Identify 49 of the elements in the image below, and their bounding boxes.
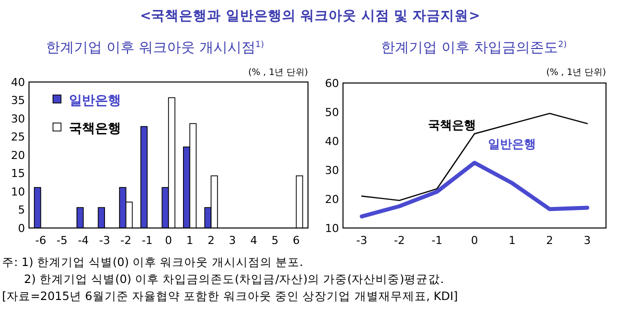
x-tick-label: -2 xyxy=(120,234,132,247)
y-tick-label: 10 xyxy=(11,185,25,198)
text: 2) 한계기업 식별(0) 이후 차입금의존도(차입금/자산)의 가중(자산비중)평균값. xyxy=(24,272,444,286)
line-series xyxy=(360,160,590,218)
x-tick-label: 2 xyxy=(546,234,554,247)
series-label: 일반은행 xyxy=(488,137,536,152)
x-tick-label: 5 xyxy=(271,234,278,247)
y-tick-label: 0 xyxy=(18,222,25,235)
y-tick-label: 40 xyxy=(11,76,25,89)
chart-subtitle: 한계기업 이후 워크아웃 개시시점$^{1)}$ xyxy=(46,39,264,56)
text: 주: 1) 한계기업 식별(0) 이후 워크아웃 개시시점의 분포. xyxy=(2,255,304,269)
y-tick-label: 35 xyxy=(11,94,25,108)
x-tick-label: 1 xyxy=(508,234,516,247)
legend-label: 국책은행 xyxy=(69,122,121,137)
x-tick-label: 6 xyxy=(292,234,300,247)
x-tick-label: 1 xyxy=(186,234,194,247)
y-tick-label: 10 xyxy=(325,222,339,235)
y-tick-label: 5 xyxy=(18,204,25,217)
y-tick-label: 40 xyxy=(325,134,339,148)
x-tick-label: -3 xyxy=(99,234,110,247)
x-tick-label: 3 xyxy=(228,234,236,247)
chart-title: 한계기업 이후 차입금의존도$^{2)}$ xyxy=(381,39,567,56)
x-tick-label: -1 xyxy=(431,234,442,247)
text: (% , 1년 단위) xyxy=(248,68,308,78)
line-series xyxy=(361,112,588,202)
text: [자료=2015년 6월기준 자율협약 포함한 워크아웃 중인 상장기업 개별재무제표, KDI] xyxy=(2,289,458,303)
chart-title: <국책은행과 일반은행의 워크아웃 시점 및 자금지원> xyxy=(140,8,480,24)
y-tick-label: 30 xyxy=(325,164,339,177)
y-tick-label: 15 xyxy=(11,167,25,180)
x-tick-label: -3 xyxy=(356,234,368,247)
x-tick-label: -5 xyxy=(56,234,68,247)
x-tick-label: 3 xyxy=(584,234,591,247)
x-tick-label: -2 xyxy=(394,234,405,247)
y-tick-label: 60 xyxy=(325,76,339,90)
y-tick-label: 20 xyxy=(325,192,339,206)
y-tick-label: 50 xyxy=(325,106,339,119)
y-tick-label: 30 xyxy=(11,112,25,126)
x-tick-label: 4 xyxy=(250,234,258,247)
x-tick-label: 0 xyxy=(165,234,172,247)
series-label: 국책은행 xyxy=(428,118,476,132)
x-tick-label: -1 xyxy=(142,234,153,247)
text: (% , 1년 단위) xyxy=(546,68,606,78)
x-tick-label: -4 xyxy=(78,234,89,247)
y-tick-label: 20 xyxy=(11,148,25,162)
legend-label: 일반은행 xyxy=(69,94,121,109)
x-tick-label: 0 xyxy=(471,234,478,247)
y-tick-label: 25 xyxy=(11,130,25,144)
x-tick-label: -6 xyxy=(35,234,46,247)
x-tick-label: 2 xyxy=(208,234,215,247)
